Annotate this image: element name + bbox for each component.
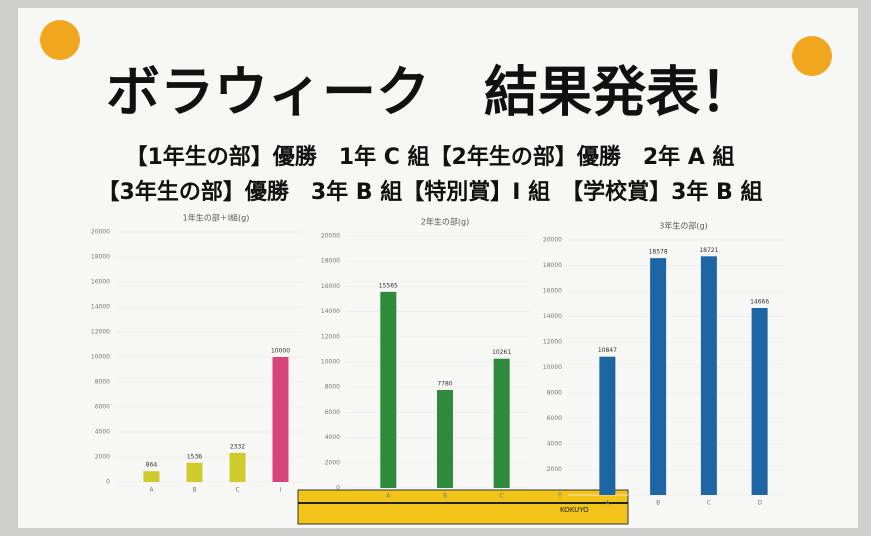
data-label: 864 [146,462,158,469]
bar [380,292,396,488]
data-label: 10847 [598,347,617,354]
y-tick-label: 18000 [321,258,340,265]
photo: ボラウィーク 結果発表！ 【1年生の部】優勝 1年 C 組【2年生の部】優勝 2… [0,0,871,536]
y-tick-label: 6000 [547,415,562,422]
y-tick-label: 4000 [547,441,562,448]
data-label: 14666 [750,299,769,306]
bar [599,357,615,495]
y-tick-label: 18000 [543,262,562,269]
y-tick-label: 12000 [543,339,562,346]
y-tick-label: 4000 [95,429,110,436]
bar [144,471,160,482]
data-label: 18578 [649,249,668,256]
y-tick-label: 14000 [91,304,110,311]
y-tick-label: 12000 [321,333,340,340]
bar [650,258,666,495]
y-tick-label: 0 [106,479,110,486]
y-tick-label: 12000 [91,329,110,336]
y-tick-label: 20000 [321,233,340,240]
y-tick-label: 2000 [325,459,340,466]
magnet [792,36,832,76]
y-tick-label: 6000 [95,404,110,411]
y-tick-label: 6000 [325,409,340,416]
bar [273,357,289,482]
data-label: 18721 [699,247,718,254]
bar [701,256,717,495]
data-label: 15565 [379,282,398,289]
x-tick-label: C [235,487,239,494]
y-tick-label: 16000 [543,288,562,295]
y-tick-label: 20000 [543,237,562,244]
y-tick-label: 16000 [91,279,110,286]
result-line: 【1年生の部】優勝 1年 C 組【2年生の部】優勝 2年 A 組 [125,144,734,170]
chart-title: 3年生の部(g) [659,221,707,231]
x-tick-label: C [500,493,504,500]
x-tick-label: B [192,487,196,494]
y-tick-label: 2000 [95,454,110,461]
bar [187,463,203,482]
result-line: 【3年生の部】優勝 3年 B 組【特別賞】I 組 【学校賞】3年 B 組 [98,179,763,205]
y-tick-label: 16000 [321,283,340,290]
data-label: 7780 [437,380,452,387]
magnet [40,20,80,60]
bar [494,359,510,488]
chart-title: 2年生の部(g) [421,217,469,227]
bar [230,453,246,482]
y-tick-label: 8000 [325,384,340,391]
page: ボラウィーク 結果発表！ 【1年生の部】優勝 1年 C 組【2年生の部】優勝 2… [0,0,871,536]
x-tick-label: I [280,487,282,494]
poster-title: ボラウィーク 結果発表！ [106,61,754,124]
y-tick-label: 8000 [547,390,562,397]
y-tick-label: 10000 [91,354,110,361]
bar [752,308,768,495]
y-tick-label: 0 [336,485,340,492]
data-label: 2332 [230,443,245,450]
x-tick-label: C [707,500,711,507]
data-label: 1536 [187,453,202,460]
y-tick-label: 0 [558,492,562,499]
y-tick-label: 14000 [543,313,562,320]
y-tick-label: 4000 [325,434,340,441]
y-tick-label: 20000 [91,229,110,236]
chart-title: 1年生の部＋I組(g) [183,213,250,223]
data-label: 10000 [271,348,290,355]
data-label: 10261 [492,349,511,356]
bar [437,390,453,488]
x-tick-label: B [443,493,447,500]
x-tick-label: B [656,500,660,507]
ruler-label: KOKUYO [560,506,589,514]
y-tick-label: 2000 [547,466,562,473]
x-tick-label: D [757,500,762,507]
y-tick-label: 10000 [543,364,562,371]
y-tick-label: 8000 [95,379,110,386]
y-tick-label: 14000 [321,308,340,315]
y-tick-label: 18000 [91,254,110,261]
y-tick-label: 10000 [321,359,340,366]
